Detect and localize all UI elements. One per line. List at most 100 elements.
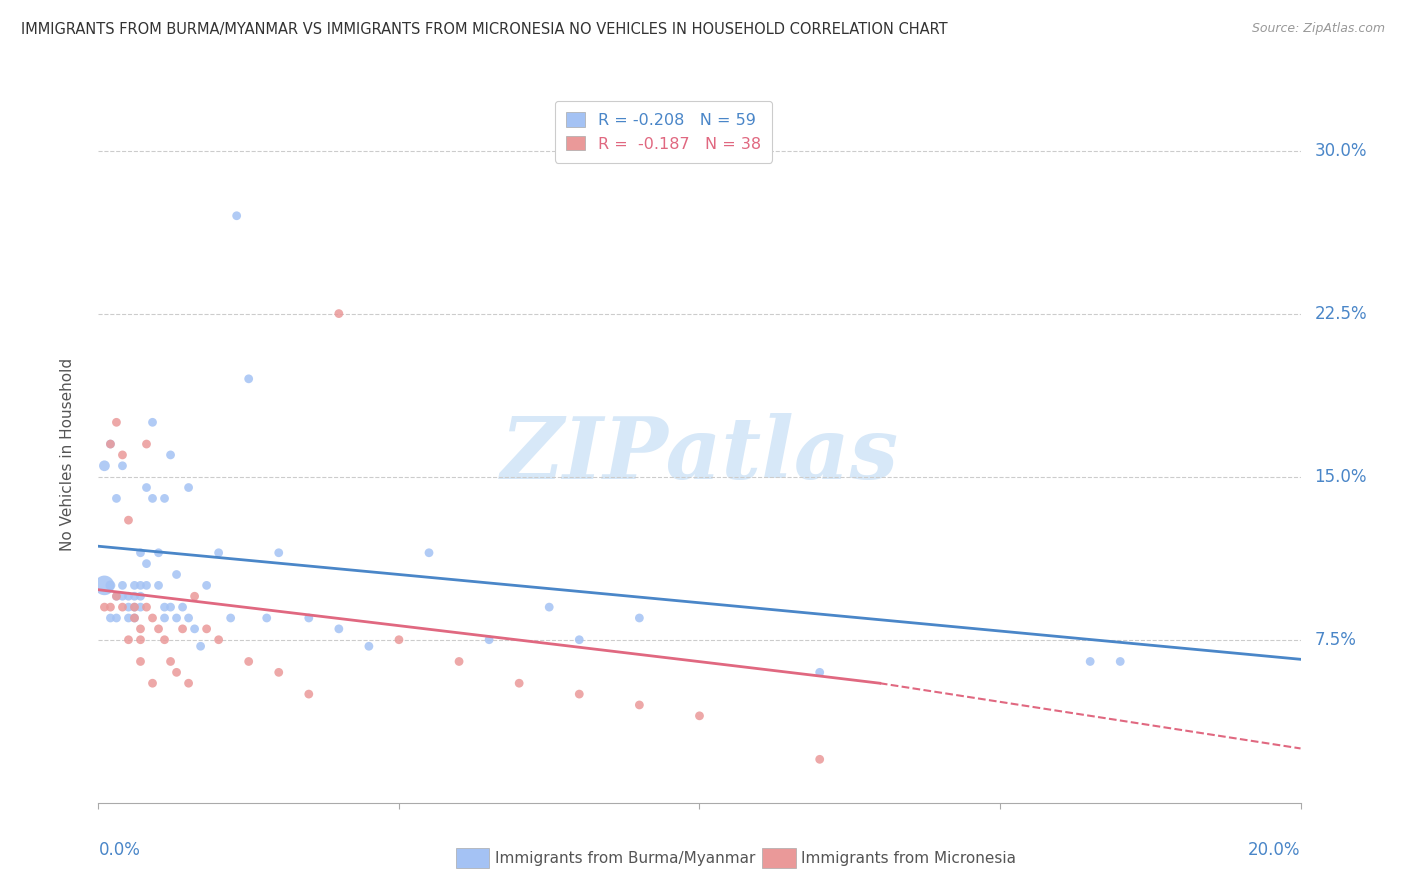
- Point: [129, 655, 152, 669]
- Point: [141, 415, 163, 429]
- Text: 7.5%: 7.5%: [1315, 631, 1357, 648]
- Point: [129, 578, 152, 592]
- Point: [124, 611, 146, 625]
- Point: [388, 632, 411, 647]
- Point: [418, 546, 440, 560]
- Point: [219, 611, 242, 625]
- Point: [124, 578, 146, 592]
- Point: [129, 622, 152, 636]
- Point: [117, 589, 139, 603]
- Point: [208, 632, 231, 647]
- Point: [298, 687, 321, 701]
- Point: [111, 578, 134, 592]
- Point: [135, 600, 157, 615]
- Point: [105, 589, 128, 603]
- Text: 15.0%: 15.0%: [1315, 467, 1367, 485]
- Text: IMMIGRANTS FROM BURMA/MYANMAR VS IMMIGRANTS FROM MICRONESIA NO VEHICLES IN HOUSE: IMMIGRANTS FROM BURMA/MYANMAR VS IMMIGRA…: [21, 22, 948, 37]
- Point: [159, 448, 181, 462]
- Point: [808, 752, 831, 766]
- Point: [478, 632, 501, 647]
- Point: [195, 622, 218, 636]
- Point: [177, 676, 200, 690]
- Point: [183, 589, 205, 603]
- Point: [628, 698, 651, 712]
- Point: [124, 600, 146, 615]
- Point: [298, 611, 321, 625]
- Point: [111, 448, 134, 462]
- Text: ZIPatlas: ZIPatlas: [501, 413, 898, 497]
- Point: [208, 546, 231, 560]
- Point: [100, 611, 122, 625]
- Point: [135, 557, 157, 571]
- Point: [148, 546, 170, 560]
- Point: [135, 578, 157, 592]
- Point: [177, 481, 200, 495]
- Point: [166, 567, 188, 582]
- Text: Immigrants from Micronesia: Immigrants from Micronesia: [801, 851, 1017, 865]
- Point: [177, 611, 200, 625]
- Point: [148, 622, 170, 636]
- Point: [148, 578, 170, 592]
- Point: [328, 307, 350, 321]
- Point: [808, 665, 831, 680]
- Point: [328, 622, 350, 636]
- Legend: R = -0.208   N = 59, R =  -0.187   N = 38: R = -0.208 N = 59, R = -0.187 N = 38: [555, 101, 772, 162]
- Point: [141, 491, 163, 506]
- Point: [190, 639, 212, 653]
- Point: [172, 622, 194, 636]
- Point: [100, 600, 122, 615]
- Point: [508, 676, 530, 690]
- Point: [238, 655, 260, 669]
- Point: [153, 632, 176, 647]
- Point: [183, 622, 205, 636]
- Point: [100, 578, 122, 592]
- Point: [117, 513, 139, 527]
- Point: [172, 600, 194, 615]
- Point: [159, 600, 181, 615]
- Point: [153, 611, 176, 625]
- Point: [93, 600, 115, 615]
- Point: [568, 632, 591, 647]
- Y-axis label: No Vehicles in Household: No Vehicles in Household: [60, 359, 75, 551]
- Point: [105, 415, 128, 429]
- Point: [357, 639, 380, 653]
- Point: [166, 611, 188, 625]
- Text: 20.0%: 20.0%: [1249, 841, 1301, 859]
- Point: [117, 611, 139, 625]
- Point: [93, 458, 115, 473]
- Point: [135, 481, 157, 495]
- Point: [105, 491, 128, 506]
- Point: [135, 437, 157, 451]
- Point: [105, 589, 128, 603]
- Text: 22.5%: 22.5%: [1315, 304, 1367, 323]
- Point: [93, 578, 115, 592]
- Point: [100, 437, 122, 451]
- Point: [141, 676, 163, 690]
- Point: [124, 611, 146, 625]
- Point: [124, 600, 146, 615]
- Point: [195, 578, 218, 592]
- Point: [100, 437, 122, 451]
- Point: [124, 589, 146, 603]
- Point: [153, 600, 176, 615]
- Point: [238, 372, 260, 386]
- Point: [538, 600, 561, 615]
- Point: [447, 655, 470, 669]
- Point: [111, 458, 134, 473]
- Point: [256, 611, 278, 625]
- Point: [568, 687, 591, 701]
- Point: [111, 600, 134, 615]
- Point: [117, 600, 139, 615]
- Point: [1109, 655, 1132, 669]
- Text: Immigrants from Burma/Myanmar: Immigrants from Burma/Myanmar: [495, 851, 755, 865]
- Point: [141, 611, 163, 625]
- Point: [1078, 655, 1101, 669]
- Point: [166, 665, 188, 680]
- Point: [111, 589, 134, 603]
- Point: [129, 546, 152, 560]
- Point: [159, 655, 181, 669]
- Point: [688, 708, 710, 723]
- Point: [153, 491, 176, 506]
- Point: [129, 632, 152, 647]
- Point: [267, 546, 290, 560]
